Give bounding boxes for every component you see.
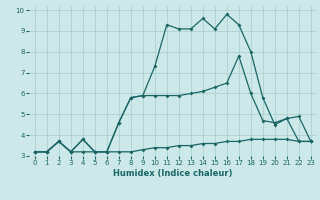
X-axis label: Humidex (Indice chaleur): Humidex (Indice chaleur) xyxy=(113,169,233,178)
